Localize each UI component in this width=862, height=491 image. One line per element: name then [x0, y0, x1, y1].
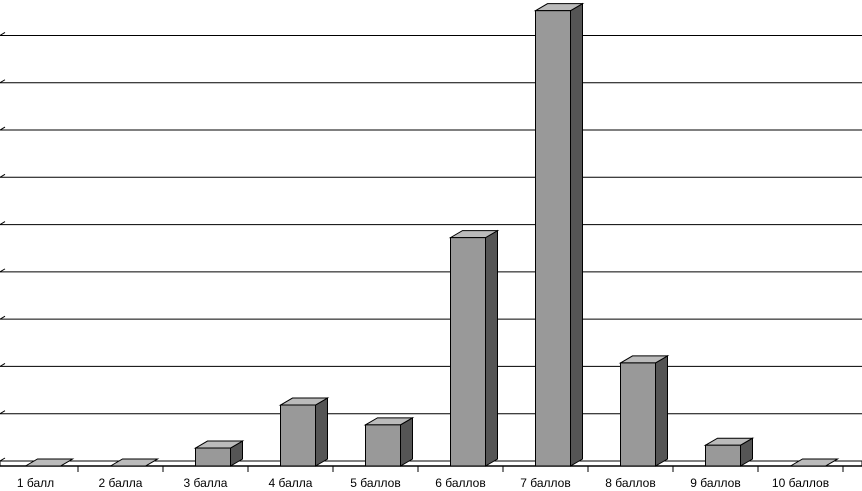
bar	[533, 2, 585, 467]
bar	[193, 440, 245, 467]
y-tick	[0, 32, 6, 36]
x-tick-label: 10 баллов	[772, 476, 829, 490]
x-tick-label: 3 балла	[184, 476, 228, 490]
bar	[108, 458, 160, 467]
bar	[788, 458, 840, 467]
y-tick	[0, 173, 6, 178]
x-tick-label: 5 баллов	[350, 476, 400, 490]
bar-side	[570, 2, 583, 467]
x-tick-label: 6 баллов	[435, 476, 485, 490]
bar	[363, 416, 415, 467]
bar-front	[450, 237, 486, 467]
bar-front	[535, 10, 571, 467]
x-tick-label: 1 балл	[17, 476, 54, 490]
x-tick-label: 7 баллов	[520, 476, 570, 490]
bar-side	[315, 397, 328, 467]
y-tick	[0, 268, 6, 273]
y-tick	[0, 221, 6, 226]
bar-front	[195, 447, 231, 467]
bar	[278, 397, 330, 467]
bar	[23, 458, 75, 467]
y-tick	[0, 126, 6, 131]
x-tick-label: 2 балла	[99, 476, 143, 490]
bar-front	[365, 424, 401, 467]
bar-top	[23, 458, 75, 467]
bar-side	[400, 416, 413, 467]
bar	[448, 229, 500, 467]
bar-front	[280, 404, 316, 467]
y-tick	[0, 363, 6, 367]
y-tick	[0, 315, 6, 320]
x-tick-label: 4 балла	[269, 476, 313, 490]
x-tick-label: 8 баллов	[605, 476, 655, 490]
bar-side	[485, 229, 498, 467]
bar	[618, 355, 670, 467]
bar-front	[620, 362, 656, 467]
y-tick	[0, 79, 6, 84]
bar	[703, 437, 755, 467]
bar-top	[788, 458, 840, 467]
bar-front	[705, 444, 741, 467]
x-tick-label: 9 баллов	[690, 476, 740, 490]
bar-top	[108, 458, 160, 467]
y-tick	[0, 410, 6, 415]
bar-side	[655, 355, 668, 467]
